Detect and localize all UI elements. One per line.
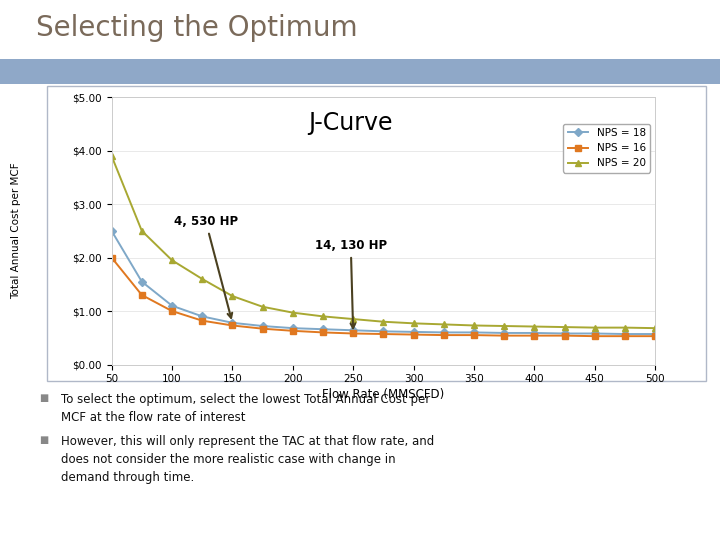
NPS = 18 — [560, 330, 569, 337]
NPS = 16 — [349, 330, 358, 337]
NPS = 18 — [107, 227, 116, 234]
NPS = 20 — [469, 322, 478, 329]
NPS = 20 — [168, 257, 176, 264]
NPS = 20 — [198, 276, 207, 282]
NPS = 18 — [198, 313, 207, 320]
NPS = 18 — [349, 327, 358, 334]
NPS = 20 — [107, 153, 116, 159]
NPS = 20 — [258, 303, 267, 310]
Text: Total Annual Cost per MCF: Total Annual Cost per MCF — [11, 163, 21, 299]
Text: 4, 530 HP: 4, 530 HP — [174, 215, 238, 318]
NPS = 20 — [289, 309, 297, 316]
FancyBboxPatch shape — [47, 86, 706, 381]
Text: ■: ■ — [40, 435, 49, 445]
Text: J-Curve: J-Curve — [309, 111, 393, 134]
Text: MCF at the flow rate of interest: MCF at the flow rate of interest — [61, 411, 246, 424]
X-axis label: Flow Rate (MMSCFD): Flow Rate (MMSCFD) — [323, 388, 444, 401]
NPS = 16 — [621, 333, 629, 340]
NPS = 20 — [590, 325, 599, 331]
NPS = 20 — [439, 321, 448, 328]
NPS = 18 — [500, 330, 508, 336]
NPS = 18 — [319, 326, 328, 333]
NPS = 20 — [228, 293, 237, 299]
NPS = 16 — [168, 308, 176, 314]
Text: demand through time.: demand through time. — [61, 471, 194, 484]
Text: However, this will only represent the TAC at that flow rate, and: However, this will only represent the TA… — [61, 435, 434, 448]
NPS = 16 — [560, 333, 569, 339]
NPS = 20 — [409, 320, 418, 327]
NPS = 18 — [228, 320, 237, 326]
NPS = 18 — [138, 279, 146, 285]
Line: NPS = 16: NPS = 16 — [109, 255, 658, 339]
NPS = 20 — [621, 325, 629, 331]
NPS = 18 — [621, 331, 629, 338]
Text: does not consider the more realistic case with change in: does not consider the more realistic cas… — [61, 453, 396, 466]
Text: Selecting the Optimum: Selecting the Optimum — [36, 14, 358, 42]
NPS = 18 — [530, 330, 539, 336]
NPS = 16 — [138, 292, 146, 298]
NPS = 16 — [228, 322, 237, 329]
NPS = 16 — [258, 326, 267, 332]
NPS = 20 — [319, 313, 328, 320]
NPS = 20 — [560, 324, 569, 330]
NPS = 18 — [168, 302, 176, 309]
NPS = 16 — [319, 329, 328, 336]
NPS = 20 — [651, 325, 660, 332]
NPS = 18 — [289, 325, 297, 332]
NPS = 20 — [500, 323, 508, 329]
NPS = 18 — [469, 329, 478, 336]
Text: ■: ■ — [40, 393, 49, 403]
NPS = 16 — [198, 318, 207, 324]
NPS = 20 — [138, 227, 146, 234]
NPS = 16 — [409, 332, 418, 338]
Legend: NPS = 18, NPS = 16, NPS = 20: NPS = 18, NPS = 16, NPS = 20 — [563, 124, 650, 173]
NPS = 18 — [258, 323, 267, 329]
Line: NPS = 18: NPS = 18 — [109, 228, 658, 337]
NPS = 20 — [530, 323, 539, 330]
NPS = 20 — [349, 316, 358, 322]
NPS = 16 — [439, 332, 448, 339]
NPS = 18 — [590, 330, 599, 337]
NPS = 16 — [469, 332, 478, 339]
NPS = 18 — [651, 331, 660, 338]
NPS = 20 — [379, 319, 387, 325]
NPS = 18 — [379, 328, 387, 335]
NPS = 16 — [590, 333, 599, 340]
NPS = 18 — [439, 329, 448, 336]
NPS = 16 — [530, 333, 539, 339]
NPS = 16 — [289, 328, 297, 334]
Line: NPS = 20: NPS = 20 — [109, 153, 658, 331]
NPS = 16 — [379, 331, 387, 338]
NPS = 16 — [651, 333, 660, 340]
Text: 14, 130 HP: 14, 130 HP — [315, 239, 387, 328]
NPS = 18 — [409, 329, 418, 335]
Bar — [0, 59, 720, 84]
NPS = 16 — [500, 333, 508, 339]
Text: To select the optimum, select the lowest Total Annual Cost per: To select the optimum, select the lowest… — [61, 393, 431, 406]
NPS = 16 — [107, 254, 116, 261]
